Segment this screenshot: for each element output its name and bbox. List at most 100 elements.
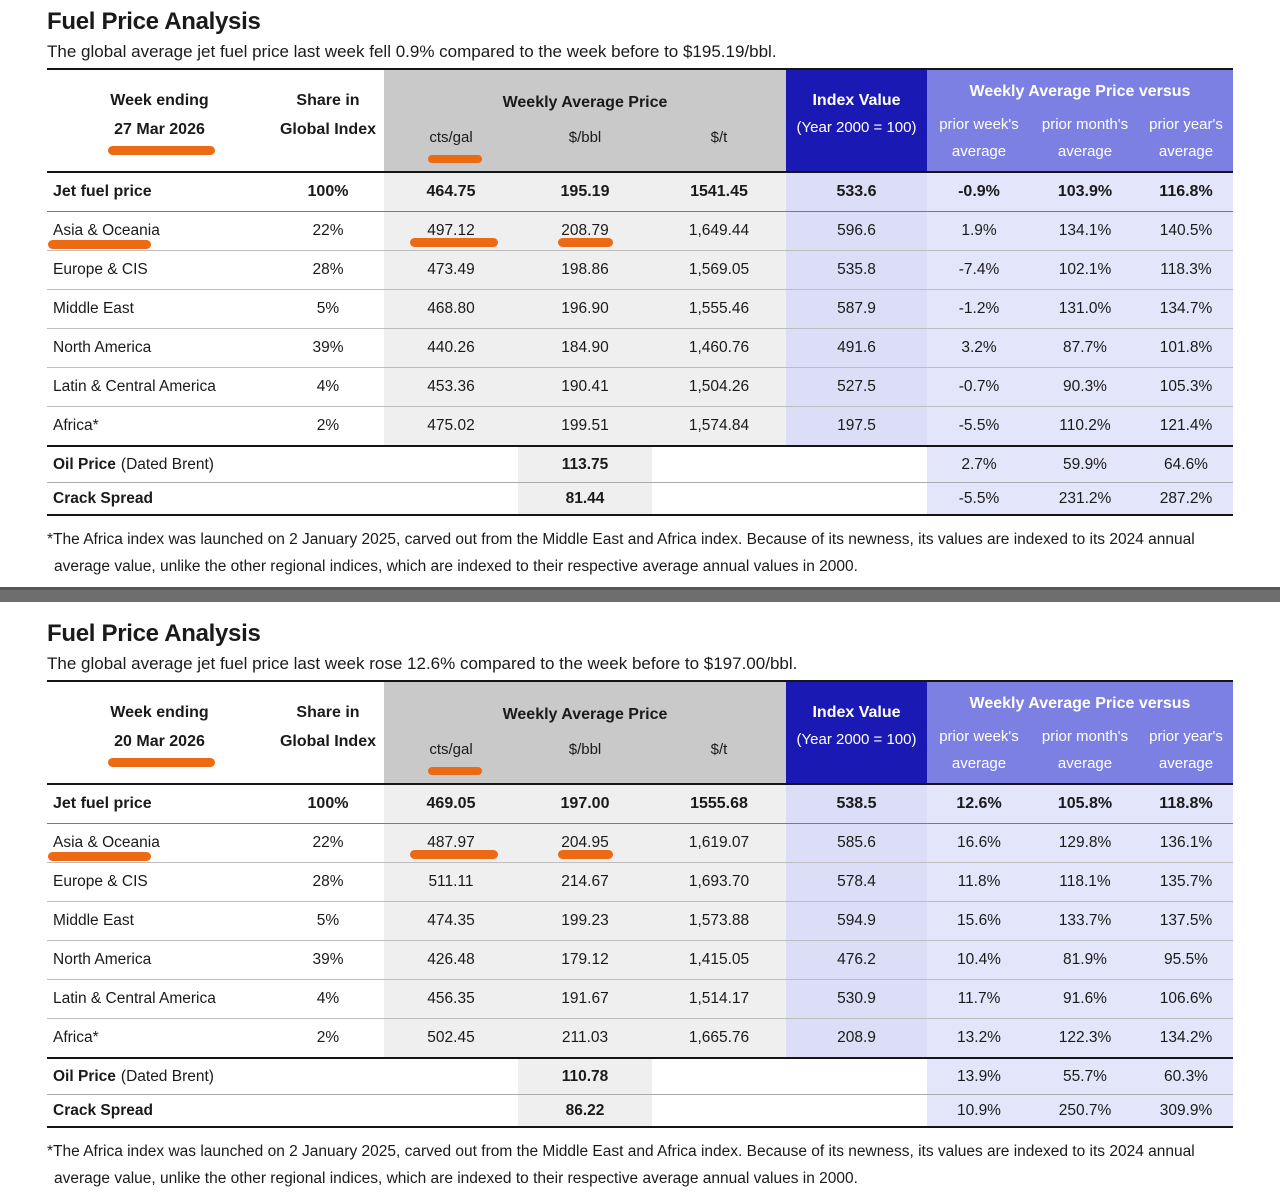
table-row-asia-oceania: Asia & Oceania 22% 497.12 208.79 1,649.44 596… <box>47 212 1233 251</box>
region-label: Middle East <box>53 300 134 317</box>
index-value: 578.4 <box>786 863 927 901</box>
usd-bbl-value: 191.67 <box>518 980 652 1018</box>
unit-usd-t: $/t <box>710 129 728 146</box>
empty-cell <box>652 1095 786 1126</box>
special-row-label-text: Crack Spread <box>53 1101 153 1119</box>
fuel-price-analysis-section-2: Fuel Price Analysis The global average j… <box>0 612 1280 1192</box>
index-value: 527.5 <box>786 368 927 406</box>
index-value: 197.5 <box>786 407 927 445</box>
highlight-annotation-bbl-value <box>558 238 613 247</box>
index-value: 538.5 <box>786 785 927 823</box>
usd-t-value: 1,504.26 <box>652 368 786 406</box>
vs-prior-month-value: 91.6% <box>1031 980 1139 1018</box>
region-label: Asia & Oceania <box>53 222 160 239</box>
highlight-annotation-asia-oceania <box>48 240 151 249</box>
share-value: 39% <box>312 951 344 968</box>
highlight-annotation-cts-value <box>410 238 498 247</box>
vs-prior-month-value: 110.2% <box>1031 407 1139 445</box>
highlight-annotation-asia-oceania <box>48 852 151 861</box>
region-label: North America <box>53 339 152 356</box>
vs-prior-month-value: 90.3% <box>1031 368 1139 406</box>
footnote: *The Africa index was launched on 2 Janu… <box>47 1143 1195 1187</box>
table-row-middle-east: Middle East 5% 474.35 199.23 1,573.88 594.9 15… <box>47 902 1233 941</box>
region-label: Latin & Central America <box>53 990 216 1007</box>
usd-t-value: 1,415.05 <box>652 941 786 979</box>
versus-subheaders: prior week's average prior month's average… <box>927 111 1233 165</box>
footnote: *The Africa index was launched on 2 Janu… <box>47 531 1195 575</box>
table-body: Jet fuel price 100% 464.75 195.19 1541.45 533… <box>47 173 1233 516</box>
empty-cell <box>652 447 786 482</box>
vs-prior-year-value: 116.8% <box>1139 173 1233 211</box>
cts-gal-value: 474.35 <box>384 902 518 940</box>
crack-spread-row: Crack Spread 81.44 -5.5% 231.2% 287.2% <box>47 483 1233 516</box>
week-ending-label: Week ending <box>110 92 209 109</box>
region-label: Africa* <box>53 417 99 434</box>
index-value: 476.2 <box>786 941 927 979</box>
versus-subheaders: prior week's average prior month's average… <box>927 723 1233 777</box>
usd-bbl-value: 199.23 <box>518 902 652 940</box>
vs-prior-week-value: 2.7% <box>927 447 1031 482</box>
vs-prior-week-value: 11.7% <box>927 980 1031 1018</box>
prior-year-header: prior year's average <box>1149 116 1223 160</box>
share-header: Share in Global Index <box>279 92 376 138</box>
index-value-header: Index Value (Year 2000 = 100) <box>786 682 927 783</box>
cts-gal-value: 453.36 <box>384 368 518 406</box>
vs-prior-month-value: 118.1% <box>1031 863 1139 901</box>
usd-t-value: 1,693.70 <box>652 863 786 901</box>
index-value: 208.9 <box>786 1019 927 1057</box>
vs-prior-month-value: 105.8% <box>1031 785 1139 823</box>
usd-bbl-value: 113.75 <box>518 447 652 482</box>
cts-gal-value: 440.26 <box>384 329 518 367</box>
usd-bbl-value: 198.86 <box>518 251 652 289</box>
vs-prior-year-value: 135.7% <box>1139 863 1233 901</box>
share-value: 100% <box>307 183 349 200</box>
index-value-header: Index Value (Year 2000 = 100) <box>786 70 927 171</box>
special-row-label: Crack Spread <box>47 483 518 514</box>
empty-cell <box>652 1059 786 1094</box>
prior-week-header: prior week's average <box>939 116 1019 160</box>
vs-prior-week-value: -0.9% <box>927 173 1031 211</box>
vs-prior-month-value: 231.2% <box>1031 483 1139 514</box>
week-ending-header: Week ending 20 Mar 2026 <box>47 682 272 783</box>
unit-usd-bbl: $/bbl <box>568 129 602 146</box>
region-label: Europe & CIS <box>53 261 148 278</box>
weekly-average-price-header: Weekly Average Price cts/gal $/bbl $/t <box>384 70 786 171</box>
cts-gal-value: 502.45 <box>384 1019 518 1057</box>
share-value: 5% <box>316 300 340 317</box>
usd-t-value: 1,573.88 <box>652 902 786 940</box>
crack-spread-row: Crack Spread 86.22 10.9% 250.7% 309.9% <box>47 1095 1233 1128</box>
highlight-annotation-bbl-value <box>558 850 613 859</box>
vs-prior-year-value: 118.8% <box>1139 785 1233 823</box>
unit-cts-gal: cts/gal <box>429 129 473 146</box>
fuel-price-analysis-section-1: Fuel Price Analysis The global average j… <box>0 0 1280 580</box>
vs-prior-year-value: 134.7% <box>1139 290 1233 328</box>
usd-bbl-value: 190.41 <box>518 368 652 406</box>
share-value: 28% <box>312 261 344 278</box>
prior-week-header: prior week's average <box>939 728 1019 772</box>
vs-prior-week-value: 10.9% <box>927 1095 1031 1126</box>
highlight-annotation-cts-gal <box>428 767 482 775</box>
vs-prior-week-value: -7.4% <box>927 251 1031 289</box>
vs-prior-year-value: 118.3% <box>1139 251 1233 289</box>
usd-t-value: 1,460.76 <box>652 329 786 367</box>
vs-prior-year-value: 134.2% <box>1139 1019 1233 1057</box>
empty-cell <box>786 1059 927 1094</box>
share-value: 2% <box>316 1029 340 1046</box>
usd-bbl-value: 199.51 <box>518 407 652 445</box>
usd-bbl-value: 184.90 <box>518 329 652 367</box>
empty-cell <box>786 483 927 514</box>
usd-bbl-value: 195.19 <box>518 173 652 211</box>
summary-text: The global average jet fuel price last w… <box>47 42 777 61</box>
index-value: 535.8 <box>786 251 927 289</box>
empty-cell <box>652 483 786 514</box>
versus-header: Weekly Average Price versus prior week's… <box>927 70 1233 171</box>
table-row-europe-cis: Europe & CIS 28% 473.49 198.86 1,569.05 535.8… <box>47 251 1233 290</box>
oil-price-row: Oil Price (Dated Brent) 113.75 2.7% 59.9% 64.… <box>47 447 1233 483</box>
table-row-north-america: North America 39% 426.48 179.12 1,415.05 476.… <box>47 941 1233 980</box>
vs-prior-week-value: 1.9% <box>927 212 1031 250</box>
vs-prior-month-value: 131.0% <box>1031 290 1139 328</box>
usd-bbl-value: 211.03 <box>518 1019 652 1057</box>
unit-usd-bbl: $/bbl <box>568 741 602 758</box>
vs-prior-week-value: 16.6% <box>927 824 1031 862</box>
index-value: 533.6 <box>786 173 927 211</box>
